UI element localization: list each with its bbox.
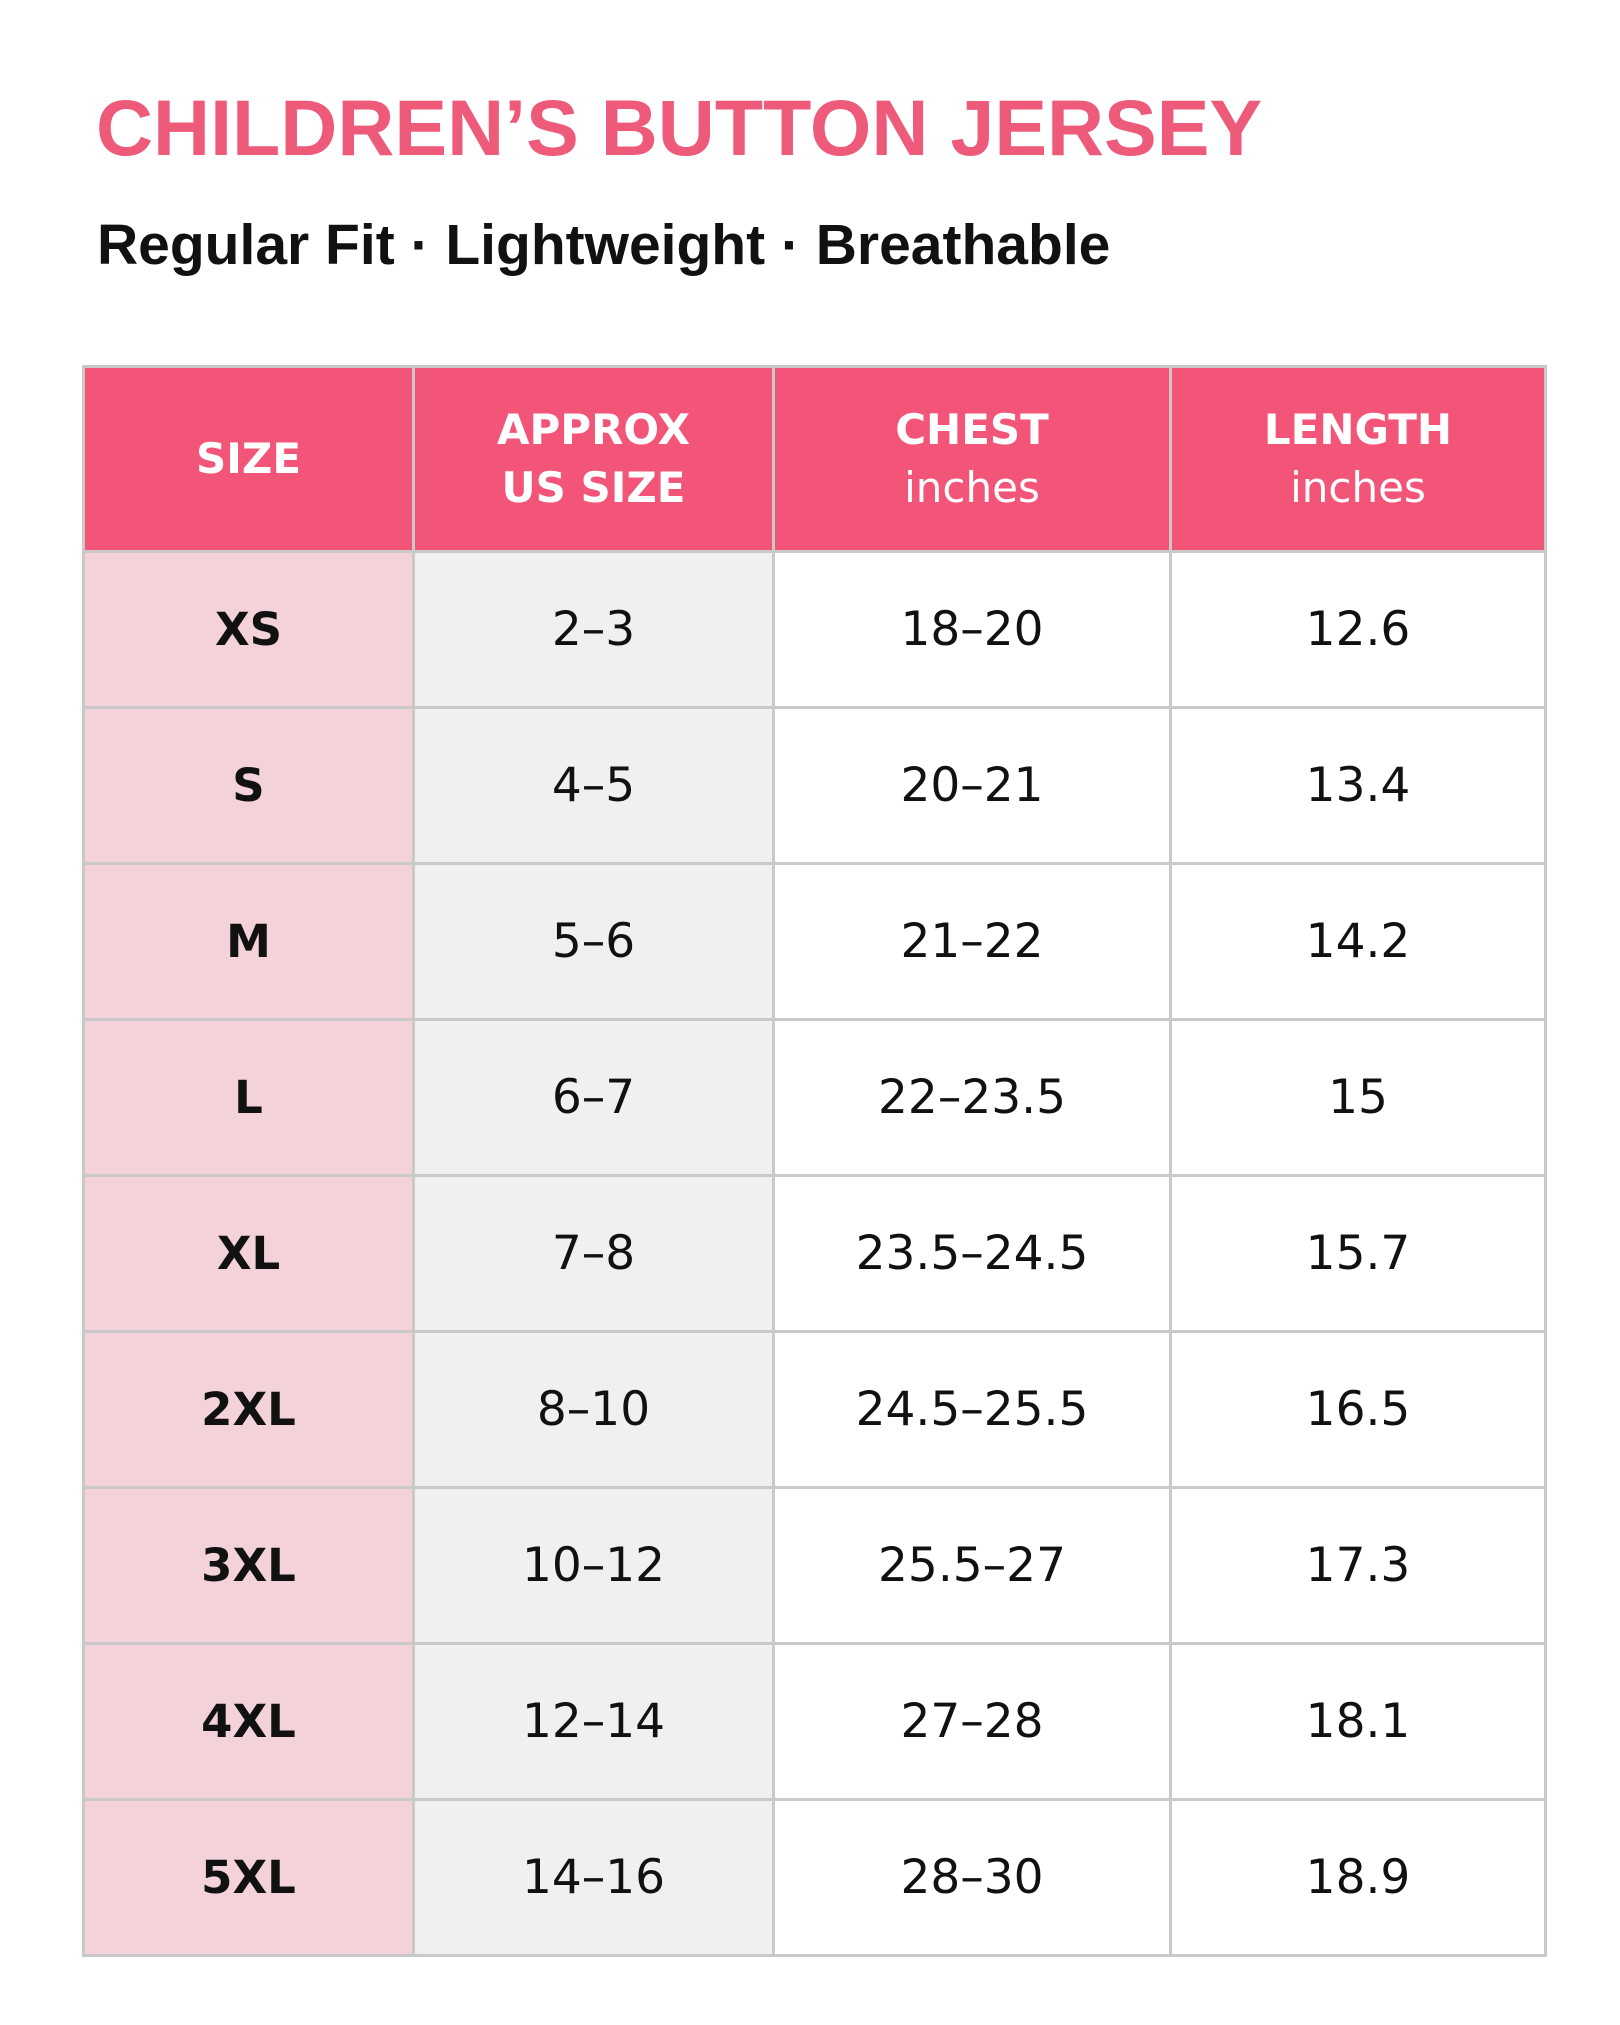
- column-header: SIZE: [82, 365, 415, 553]
- column-title: LENGTH: [1263, 405, 1453, 454]
- size-cell: M: [82, 862, 415, 1021]
- value-cell: 18–20: [772, 550, 1172, 709]
- value-cell: 22–23.5: [772, 1018, 1172, 1177]
- value-cell: 10–12: [412, 1486, 775, 1645]
- value-cell: 23.5–24.5: [772, 1174, 1172, 1333]
- subtitle: Regular Fit · Lightweight · Breathable: [97, 213, 1111, 277]
- size-cell: 3XL: [82, 1486, 415, 1645]
- value-cell: 15.7: [1169, 1174, 1547, 1333]
- value-cell: 21–22: [772, 862, 1172, 1021]
- size-cell: 5XL: [82, 1798, 415, 1957]
- size-cell: 2XL: [82, 1330, 415, 1489]
- table-row: 3XL 10–12 25.5–27 17.3: [82, 1486, 1547, 1645]
- table-row: S 4–5 20–21 13.4: [82, 706, 1547, 865]
- column-unit: inches: [1290, 463, 1426, 512]
- value-cell: 2–3: [412, 550, 775, 709]
- table-row: XS 2–3 18–20 12.6: [82, 550, 1547, 709]
- size-cell: XS: [82, 550, 415, 709]
- table-row: L 6–7 22–23.5 15: [82, 1018, 1547, 1177]
- value-cell: 13.4: [1169, 706, 1547, 865]
- column-header: APPROX US SIZE: [412, 365, 775, 553]
- value-cell: 16.5: [1169, 1330, 1547, 1489]
- value-cell: 20–21: [772, 706, 1172, 865]
- value-cell: 17.3: [1169, 1486, 1547, 1645]
- size-cell: XL: [82, 1174, 415, 1333]
- value-cell: 12–14: [412, 1642, 775, 1801]
- size-table: SIZE APPROX US SIZE CHEST inches LENGTH inches…: [82, 365, 1547, 1957]
- table-row: XL 7–8 23.5–24.5 15.7: [82, 1174, 1547, 1333]
- size-cell: 4XL: [82, 1642, 415, 1801]
- column-header: CHEST inches: [772, 365, 1172, 553]
- value-cell: 24.5–25.5: [772, 1330, 1172, 1489]
- column-title: APPROX: [497, 405, 690, 454]
- column-unit: inches: [904, 463, 1040, 512]
- table-row: M 5–6 21–22 14.2: [82, 862, 1547, 1021]
- value-cell: 18.9: [1169, 1798, 1547, 1957]
- value-cell: 8–10: [412, 1330, 775, 1489]
- value-cell: 18.1: [1169, 1642, 1547, 1801]
- value-cell: 25.5–27: [772, 1486, 1172, 1645]
- size-cell: L: [82, 1018, 415, 1177]
- table-row: 4XL 12–14 27–28 18.1: [82, 1642, 1547, 1801]
- value-cell: 14–16: [412, 1798, 775, 1957]
- value-cell: 14.2: [1169, 862, 1547, 1021]
- value-cell: 5–6: [412, 862, 775, 1021]
- value-cell: 7–8: [412, 1174, 775, 1333]
- value-cell: 12.6: [1169, 550, 1547, 709]
- value-cell: 27–28: [772, 1642, 1172, 1801]
- table-row: 5XL 14–16 28–30 18.9: [82, 1798, 1547, 1957]
- column-title: US SIZE: [501, 463, 686, 512]
- table-row: 2XL 8–10 24.5–25.5 16.5: [82, 1330, 1547, 1489]
- header-row: SIZE APPROX US SIZE CHEST inches LENGTH inches: [82, 365, 1547, 553]
- title: CHILDREN’S BUTTON JERSEY: [96, 83, 1263, 172]
- column-title: SIZE: [195, 434, 302, 483]
- table-body: XS 2–3 18–20 12.6 S 4–5 20–21 13.4 M 5–6 21–22 14.2…: [82, 550, 1547, 1957]
- column-header: LENGTH inches: [1169, 365, 1547, 553]
- value-cell: 6–7: [412, 1018, 775, 1177]
- value-cell: 15: [1169, 1018, 1547, 1177]
- value-cell: 28–30: [772, 1798, 1172, 1957]
- size-cell: S: [82, 706, 415, 865]
- column-title: CHEST: [895, 405, 1049, 454]
- value-cell: 4–5: [412, 706, 775, 865]
